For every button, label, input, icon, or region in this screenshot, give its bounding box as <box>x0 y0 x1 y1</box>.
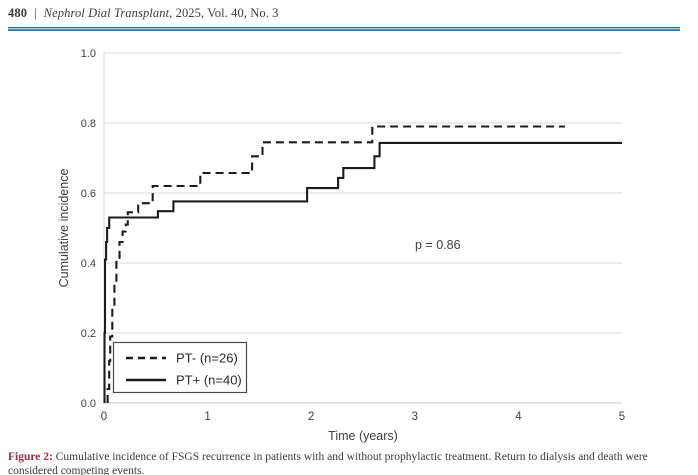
citation-suffix: , 2025, Vol. 40, No. 3 <box>169 6 279 20</box>
y-tick-label-0.6: 0.6 <box>81 188 96 200</box>
y-axis-title: Cumulative incidence <box>57 169 71 288</box>
legend-box <box>112 341 248 394</box>
header-rule-divider <box>8 27 680 31</box>
x-tick-label-4: 4 <box>515 411 522 423</box>
legend-label-pt-plus: PT+ (n=40) <box>176 373 242 388</box>
x-tick-label-5: 5 <box>619 411 625 423</box>
y-tick-label-0.2: 0.2 <box>81 328 96 340</box>
curve-pt-minus <box>106 125 565 403</box>
x-tick-label-1: 1 <box>204 411 210 423</box>
legend-label-pt-minus: PT- (n=26) <box>176 351 238 366</box>
running-head: 480 | Nephrol Dial Transplant, 2025, Vol. … <box>8 6 690 21</box>
header-separator: | <box>34 6 37 20</box>
figure-caption-text: Cumulative incidence of FSGS recurrence … <box>8 451 648 475</box>
y-tick-label-0.0: 0.0 <box>81 398 96 410</box>
curve-pt-plus <box>103 141 622 403</box>
y-tick-label-0.4: 0.4 <box>81 258 96 270</box>
figure-caption: Figure 2: Cumulative incidence of FSGS r… <box>8 450 684 475</box>
page-number: 480 <box>8 6 28 20</box>
figure-caption-label: Figure 2: <box>8 451 53 463</box>
x-tick-label-2: 2 <box>308 411 314 423</box>
p-value-annotation: p = 0.86 <box>415 238 461 252</box>
x-tick-label-0: 0 <box>101 411 107 423</box>
journal-title: Nephrol Dial Transplant <box>43 6 170 20</box>
x-axis-title: Time (years) <box>328 429 398 443</box>
y-tick-label-0.8: 0.8 <box>81 118 96 130</box>
x-tick-label-3: 3 <box>412 411 418 423</box>
y-tick-label-1.0: 1.0 <box>81 48 96 60</box>
